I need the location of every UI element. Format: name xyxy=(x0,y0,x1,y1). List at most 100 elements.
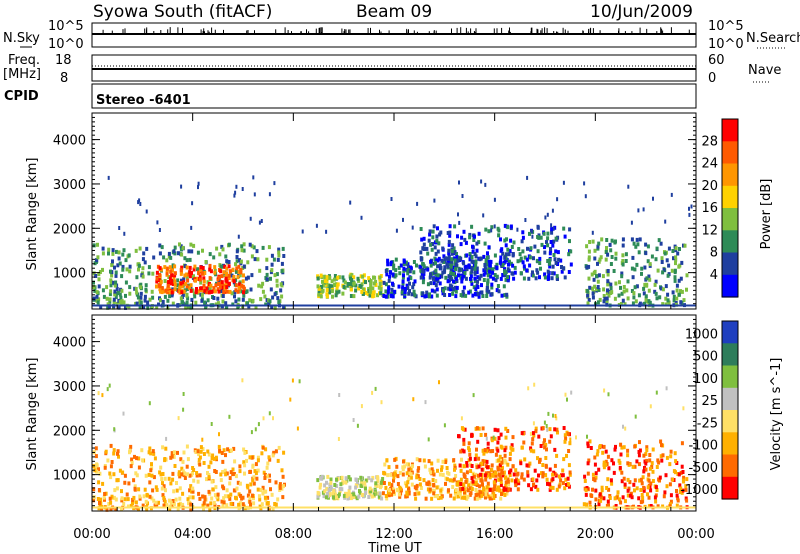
scatter-cell xyxy=(166,287,170,292)
scatter-cell xyxy=(675,489,678,493)
scatter-cell xyxy=(524,218,527,222)
scatter-cell xyxy=(510,478,514,483)
scatter-cell xyxy=(474,287,478,292)
scatter-cell xyxy=(333,283,337,287)
scatter-cell xyxy=(430,467,434,472)
scatter-cell xyxy=(178,285,182,290)
scatter-cell xyxy=(282,450,286,455)
scatter-cell xyxy=(252,481,256,486)
scatter-cell xyxy=(224,254,228,259)
scatter-cell xyxy=(583,181,586,186)
scatter-cell xyxy=(384,294,388,299)
scatter-cell xyxy=(425,290,429,295)
scatter-cell xyxy=(326,491,330,496)
scatter-cell xyxy=(395,464,399,469)
scatter-cell xyxy=(168,507,172,512)
scatter-cell xyxy=(167,280,171,284)
scatter-cell xyxy=(454,262,458,267)
scatter-cell xyxy=(249,287,253,292)
scatter-cell xyxy=(638,448,642,453)
scatter-cell xyxy=(481,294,485,298)
ytick-label: 2000 xyxy=(53,222,86,237)
scatter-cell xyxy=(653,289,657,294)
scatter-cell xyxy=(400,290,404,294)
colorbar-swatch xyxy=(722,185,738,209)
scatter-cell xyxy=(195,473,199,478)
scatter-cell xyxy=(392,263,396,268)
scatter-cell xyxy=(425,481,429,486)
scatter-cell xyxy=(439,488,443,493)
scatter-cell xyxy=(634,414,637,419)
scatter-cell xyxy=(482,213,485,218)
scatter-cell xyxy=(662,494,666,499)
scatter-cell xyxy=(147,472,151,477)
scatter-cell xyxy=(253,192,256,197)
scatter-cell xyxy=(360,492,364,497)
scatter-cell xyxy=(428,467,432,472)
scatter-cell xyxy=(333,274,337,278)
scatter-cell xyxy=(387,286,391,291)
scatter-cell xyxy=(325,480,328,485)
scatter-cell xyxy=(172,450,176,455)
scatter-cell xyxy=(454,285,457,290)
scatter-cell xyxy=(248,298,252,303)
scatter-cell xyxy=(360,481,364,486)
colorbar-swatch xyxy=(722,343,738,367)
scatter-cell xyxy=(534,429,538,434)
scatter-cell xyxy=(420,272,424,277)
scatter-cell xyxy=(341,275,345,280)
scatter-cell xyxy=(635,284,639,289)
scatter-cell xyxy=(551,264,555,269)
scatter-cell xyxy=(348,274,352,279)
scatter-cell xyxy=(548,251,552,256)
scatter-cell xyxy=(222,285,226,289)
scatter-cell xyxy=(555,416,558,421)
scatter-cell xyxy=(261,485,265,490)
scatter-cell xyxy=(623,302,627,307)
scatter-cell xyxy=(489,449,493,454)
scatter-cell xyxy=(484,495,487,500)
scatter-cell xyxy=(569,437,572,442)
scatter-cell xyxy=(222,486,226,491)
scatter-cell xyxy=(458,463,462,468)
scatter-cell xyxy=(113,283,117,288)
scatter-cell xyxy=(360,215,363,220)
scatter-cell xyxy=(273,292,277,297)
scatter-cell xyxy=(195,471,199,475)
scatter-cell xyxy=(585,265,589,270)
scatter-cell xyxy=(482,451,486,456)
scatter-cell xyxy=(393,289,397,294)
scatter-cell xyxy=(113,488,117,493)
scatter-cell xyxy=(378,277,382,282)
scatter-cell xyxy=(128,291,132,296)
scatter-cell xyxy=(183,256,187,261)
scatter-cell xyxy=(114,280,118,285)
scatter-cell xyxy=(270,253,274,258)
scatter-cell xyxy=(598,444,602,448)
scatter-cell xyxy=(678,247,681,251)
scatter-cell xyxy=(531,273,535,278)
scatter-cell xyxy=(549,240,553,244)
scatter-cell xyxy=(664,473,668,478)
scatter-cell xyxy=(483,473,487,478)
scatter-cell xyxy=(454,276,458,281)
scatter-cell xyxy=(519,461,523,466)
scatter-cell xyxy=(606,269,610,273)
scatter-cell xyxy=(220,451,224,455)
scatter-cell xyxy=(402,262,406,267)
scatter-cell xyxy=(205,286,209,291)
scatter-cell xyxy=(213,265,217,270)
scatter-cell xyxy=(562,180,565,185)
scatter-cell xyxy=(407,467,411,472)
scatter-cell xyxy=(202,279,206,284)
scatter-cell xyxy=(657,477,661,482)
scatter-cell xyxy=(613,496,617,501)
scatter-cell xyxy=(196,250,200,255)
scatter-cell xyxy=(602,444,606,449)
scatter-cell xyxy=(449,264,453,269)
scatter-cell xyxy=(262,416,265,421)
scatter-cell xyxy=(551,208,554,213)
scatter-cell xyxy=(189,484,193,489)
scatter-cell xyxy=(241,502,245,507)
scatter-cell xyxy=(272,257,276,262)
